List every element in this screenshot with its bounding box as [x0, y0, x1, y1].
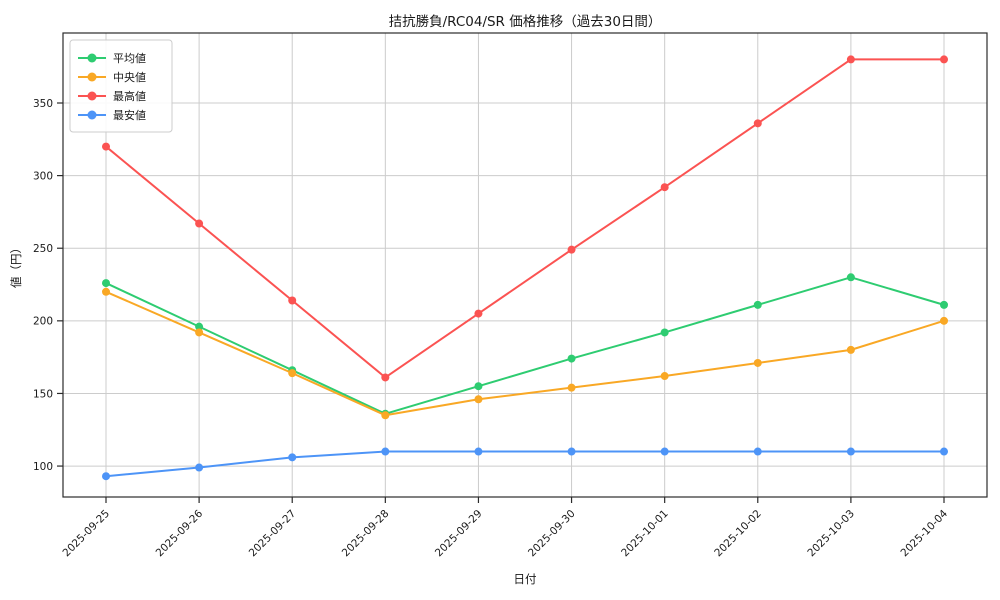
highest-data-point [102, 142, 110, 151]
highest-data-point [288, 296, 297, 305]
highest-data-point [660, 183, 669, 192]
median-data-point [288, 369, 297, 378]
y-tick-label: 350 [33, 98, 53, 110]
legend-marker [87, 53, 97, 63]
highest-data-point [753, 119, 762, 128]
median-data-point [381, 411, 390, 420]
x-tick-label: 2025-10-04 [898, 507, 950, 559]
x-tick-label: 2025-09-28 [340, 508, 392, 560]
average-data-point [102, 279, 110, 288]
lowest-data-point [102, 472, 110, 481]
lowest-data-point [474, 447, 483, 456]
x-tick-label: 2025-09-26 [154, 507, 206, 559]
legend-marker [87, 91, 97, 101]
x-tick-label: 2025-10-02 [712, 508, 764, 560]
median-data-point [753, 358, 762, 367]
median-data-point [102, 287, 110, 296]
y-tick-label: 100 [33, 461, 53, 473]
legend-label-average: 平均値 [113, 52, 146, 65]
average-data-point [940, 300, 948, 309]
median-data-point [195, 328, 204, 337]
x-tick-label: 2025-09-27 [247, 508, 299, 560]
lowest-data-point [195, 463, 204, 472]
lowest-data-point [753, 447, 762, 456]
average-data-point [846, 273, 855, 282]
average-data-point [660, 328, 669, 337]
highest-data-point [567, 245, 576, 254]
series-layer [102, 55, 948, 481]
median-line [105, 290, 945, 417]
x-axis-label: 日付 [514, 572, 537, 586]
median-data-point [567, 383, 576, 392]
y-tick-label: 150 [33, 388, 53, 400]
lowest-data-point [660, 447, 669, 456]
legend-label-lowest: 最安値 [113, 108, 146, 122]
tick-layer: 100 150 200 250 300 350 2025-09-25 2025-09-26 20… [33, 98, 950, 559]
y-tick-label: 300 [33, 170, 53, 182]
lowest-data-point [846, 447, 855, 456]
average-data-point [195, 322, 204, 331]
highest-data-point [846, 55, 855, 64]
legend-label-median: 中央値 [113, 71, 146, 84]
median-data-point [660, 372, 669, 381]
lowest-data-point [381, 447, 390, 456]
highest-data-point [195, 219, 204, 228]
median-data-point [940, 316, 948, 325]
highest-data-point [940, 55, 948, 64]
x-tick-label: 2025-10-01 [619, 508, 671, 560]
highest-data-point [474, 309, 483, 318]
highest-line [105, 58, 944, 379]
legend-marker [87, 110, 97, 120]
average-data-point [567, 354, 576, 363]
y-tick-label: 250 [33, 243, 53, 255]
legend-marker [87, 72, 97, 82]
average-data-point [753, 300, 762, 309]
legend-label-highest: 最高値 [113, 89, 146, 103]
y-axis-label: 値（円） [9, 242, 23, 288]
average-data-point [474, 382, 483, 391]
y-tick-label: 200 [33, 316, 53, 328]
x-tick-label: 2025-10-03 [805, 508, 857, 560]
grid-layer [63, 33, 987, 497]
x-tick-label: 2025-09-29 [433, 508, 485, 560]
legend-box [69, 39, 173, 133]
average-line [105, 276, 945, 415]
median-data-point [846, 345, 855, 354]
lowest-data-point [288, 453, 297, 462]
plot-border [62, 32, 988, 498]
median-data-point [474, 395, 483, 404]
chart-title: 拮抗勝負/RC04/SR 価格推移（過去30日間） [389, 14, 662, 30]
highest-data-point [381, 373, 390, 382]
x-tick-label: 2025-09-25 [60, 508, 112, 560]
axes-layer [62, 32, 988, 498]
lowest-line [105, 450, 944, 478]
x-tick-label: 2025-09-30 [526, 508, 578, 560]
lowest-data-point [567, 447, 576, 456]
lowest-data-point [940, 447, 948, 456]
